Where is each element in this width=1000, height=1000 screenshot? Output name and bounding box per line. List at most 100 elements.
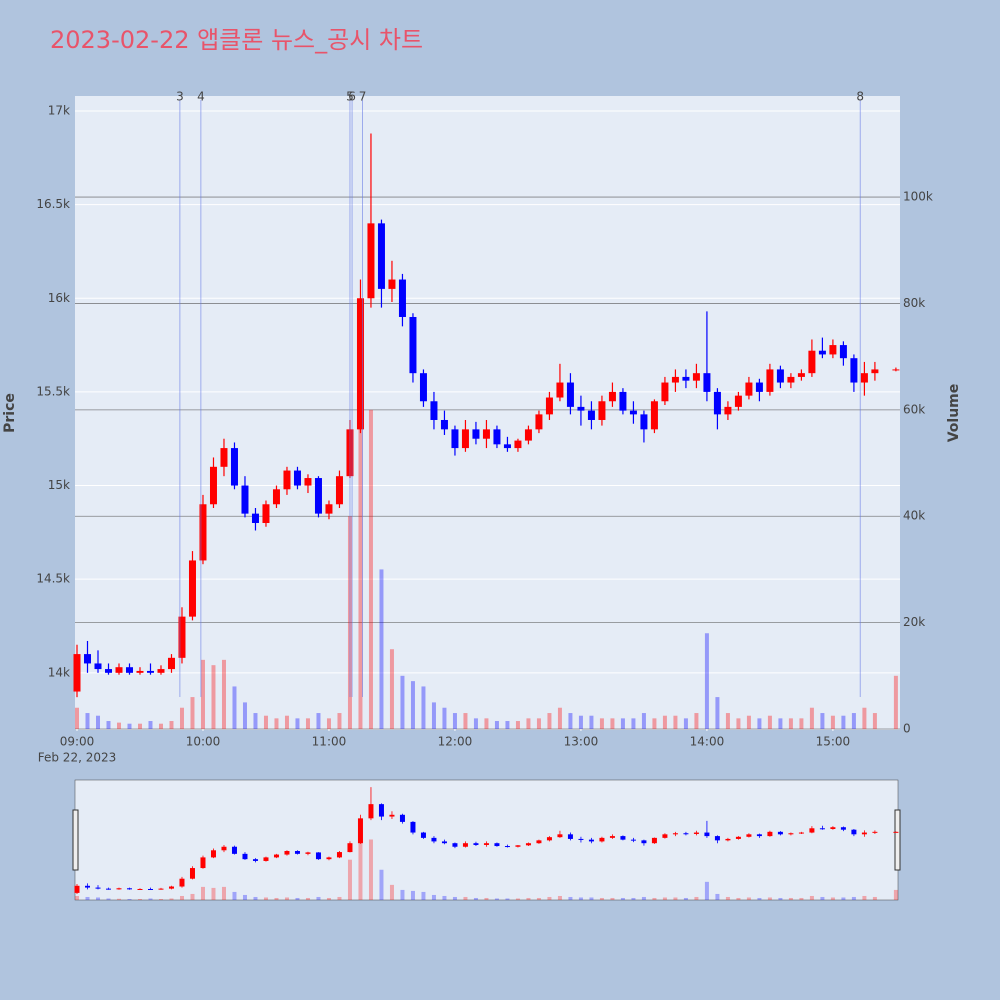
candle-body <box>798 832 804 834</box>
candle-body <box>377 223 385 289</box>
volume-bar <box>799 897 804 900</box>
volume-bar <box>578 897 583 900</box>
volume-bar <box>75 707 79 729</box>
candle-body <box>682 376 690 381</box>
slider-handle[interactable] <box>894 809 901 871</box>
candle-body <box>126 888 132 890</box>
candle-body <box>398 279 406 317</box>
candle-body <box>335 476 343 505</box>
news-label: 3 <box>176 90 184 104</box>
candle-body <box>850 358 858 383</box>
volume-bar <box>683 897 688 900</box>
volume-bar <box>158 723 163 729</box>
candle-body <box>630 839 636 841</box>
volume-bar <box>169 721 174 729</box>
volume-bar <box>358 829 363 900</box>
candle-body <box>179 878 185 887</box>
volume-bar <box>452 896 457 900</box>
candle-body <box>252 859 258 861</box>
candle-body <box>672 833 678 835</box>
candle-body <box>662 834 668 838</box>
candle-body <box>704 832 710 837</box>
candle-body <box>462 843 468 847</box>
y-tick-label: 15k <box>48 478 70 492</box>
volume-bar <box>809 895 814 900</box>
candle-body <box>273 854 279 858</box>
volume-bar <box>368 839 373 900</box>
range-slider[interactable] <box>74 779 899 901</box>
volume-bar <box>421 891 426 900</box>
candle-body <box>756 834 762 837</box>
candle-body <box>619 391 627 411</box>
candle-body <box>599 837 605 842</box>
volume-bar <box>221 659 226 729</box>
volume-bar <box>337 896 342 900</box>
volume-bar <box>841 715 846 729</box>
candle-body <box>650 401 658 430</box>
volume-bar <box>232 891 237 900</box>
candle-body <box>483 843 489 845</box>
candle-body <box>851 829 857 835</box>
candle-body <box>578 838 584 840</box>
candle-body <box>860 373 868 383</box>
candle-body <box>304 478 312 486</box>
candle-body <box>74 885 80 893</box>
volume-bar <box>400 889 405 900</box>
volume-bar <box>148 721 153 729</box>
volume-bar <box>316 896 321 900</box>
y2-tick-label: 20k <box>903 615 925 629</box>
volume-bar <box>295 897 300 900</box>
volume-bar <box>505 898 510 900</box>
candle-body <box>125 667 133 673</box>
candle-body <box>629 410 637 415</box>
candle-body <box>116 888 122 890</box>
y2-tick-label: 100k <box>903 190 933 204</box>
candle-body <box>178 616 186 658</box>
volume-bar <box>95 897 100 900</box>
candle-body <box>545 397 553 415</box>
candle-body <box>714 836 720 841</box>
candle-body <box>95 887 101 889</box>
volume-bar <box>389 649 394 729</box>
x-tick-label: 14:00 <box>690 735 725 749</box>
candle-body <box>735 836 741 839</box>
candle-body <box>713 391 721 415</box>
candle-body <box>441 841 447 844</box>
candle-body <box>536 840 542 844</box>
news-label: 8 <box>856 90 864 104</box>
volume-bar <box>137 898 142 900</box>
volume-bar <box>190 697 195 729</box>
candle-body <box>230 448 238 486</box>
volume-bar <box>358 356 363 729</box>
volume-bar <box>326 718 331 729</box>
volume-bar <box>767 715 772 729</box>
slider-handle[interactable] <box>72 809 79 871</box>
volume-bar <box>746 715 751 729</box>
x-tick-label: 10:00 <box>186 735 221 749</box>
volume-bar <box>830 897 835 900</box>
candle-body <box>263 857 269 861</box>
candle-body <box>115 667 123 673</box>
volume-bar <box>778 897 783 900</box>
volume-bar <box>589 897 594 900</box>
volume-bar <box>725 713 730 729</box>
volume-bar <box>757 897 762 900</box>
volume-bar <box>305 718 310 729</box>
candle-body <box>503 444 511 449</box>
volume-bar <box>673 715 678 729</box>
volume-bar <box>410 681 415 729</box>
x-tick-label: 13:00 <box>564 735 599 749</box>
volume-bar <box>400 675 405 729</box>
x-tick-label: 15:00 <box>816 735 851 749</box>
candle-body <box>326 857 332 860</box>
volume-bar <box>389 884 394 900</box>
volume-bar <box>169 898 174 900</box>
candle-body <box>388 279 396 289</box>
candle-body <box>168 886 174 889</box>
candle-body <box>567 834 573 839</box>
candle-body <box>525 843 531 846</box>
volume-bar <box>75 895 79 900</box>
volume-bar <box>526 718 531 729</box>
candle-body <box>692 373 700 381</box>
candle-body <box>325 504 333 514</box>
